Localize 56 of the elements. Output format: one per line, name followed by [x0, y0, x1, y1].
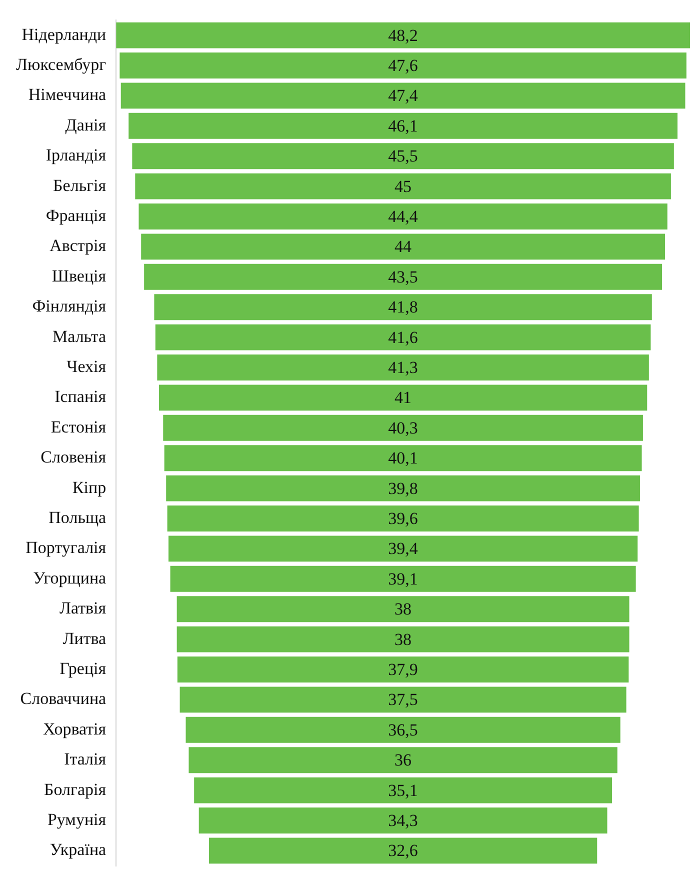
- data-label: 46,1: [388, 116, 418, 136]
- category-label: Польща: [48, 508, 107, 527]
- category-label: Нідерланди: [22, 24, 106, 44]
- data-label: 35,1: [388, 780, 418, 800]
- category-label: Словенія: [40, 448, 106, 467]
- data-label: 39,6: [388, 508, 418, 528]
- category-label: Ірландія: [46, 146, 106, 165]
- data-label: 36,5: [388, 720, 418, 740]
- data-label: 34,3: [388, 810, 418, 830]
- category-label: Данія: [65, 115, 106, 134]
- category-label: Іспанія: [54, 387, 106, 406]
- category-label: Естонія: [50, 417, 106, 436]
- category-label: Мальта: [52, 326, 107, 346]
- category-label: Швеція: [52, 266, 106, 286]
- data-label: 39,8: [388, 478, 418, 498]
- data-label: 36: [394, 750, 412, 770]
- data-label: 40,1: [388, 448, 418, 468]
- category-label: Кіпр: [72, 478, 106, 497]
- category-label: Бельгія: [53, 176, 106, 195]
- category-label: Австрія: [50, 236, 106, 256]
- category-label: Україна: [50, 840, 107, 860]
- data-label: 37,9: [388, 660, 418, 679]
- data-label: 47,6: [388, 56, 418, 75]
- category-label: Румунія: [47, 810, 106, 829]
- data-label: 48,2: [388, 26, 418, 45]
- data-label: 40,3: [388, 418, 418, 438]
- data-label: 38: [394, 600, 412, 619]
- category-label: Болгарія: [44, 780, 106, 799]
- category-label: Греція: [60, 658, 106, 678]
- data-label: 45: [394, 176, 412, 196]
- data-label: 41,8: [388, 298, 418, 317]
- category-label: Франція: [46, 206, 106, 225]
- category-label: Люксембург: [16, 54, 106, 74]
- data-label: 41,6: [388, 328, 418, 347]
- data-label: 47,4: [388, 86, 418, 106]
- data-label: 44: [394, 237, 412, 256]
- category-label: Латвія: [59, 598, 106, 618]
- data-label: 43,5: [388, 267, 418, 286]
- data-label: 44,4: [388, 206, 418, 226]
- data-label: 38: [394, 630, 412, 649]
- data-label: 32,6: [388, 841, 418, 860]
- data-label: 41,3: [388, 358, 418, 377]
- category-label: Угорщина: [33, 568, 107, 588]
- data-label: 41: [394, 388, 412, 408]
- category-label: Хорватія: [43, 719, 106, 738]
- category-label: Словаччина: [20, 689, 107, 708]
- category-label: Німеччина: [28, 85, 107, 104]
- data-label: 39,4: [388, 539, 418, 558]
- category-label: Чехія: [66, 356, 106, 376]
- category-label: Литва: [62, 628, 107, 648]
- data-label: 45,5: [388, 146, 418, 166]
- category-label: Італія: [64, 750, 106, 769]
- data-label: 39,1: [388, 569, 418, 588]
- category-label: Португалія: [26, 538, 106, 558]
- category-label: Фінляндія: [32, 296, 106, 316]
- data-label: 37,5: [388, 690, 418, 710]
